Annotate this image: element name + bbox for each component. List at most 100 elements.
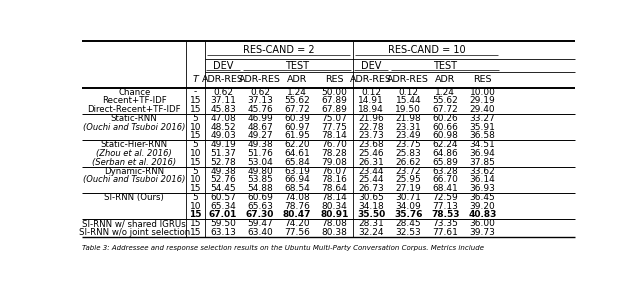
- Text: Recent+TF-IDF: Recent+TF-IDF: [102, 96, 166, 105]
- Text: 78.14: 78.14: [321, 193, 347, 202]
- Text: 59.50: 59.50: [210, 219, 236, 228]
- Text: 52.76: 52.76: [211, 175, 236, 184]
- Text: 35.76: 35.76: [394, 211, 422, 220]
- Text: 15: 15: [189, 131, 201, 140]
- Text: 23.31: 23.31: [396, 123, 421, 132]
- Text: 61.95: 61.95: [284, 131, 310, 140]
- Text: 37.85: 37.85: [470, 158, 495, 167]
- Text: 28.45: 28.45: [396, 219, 421, 228]
- Text: 15: 15: [189, 211, 202, 220]
- Text: 40.83: 40.83: [468, 211, 497, 220]
- Text: DEV: DEV: [361, 61, 381, 70]
- Text: 21.96: 21.96: [358, 114, 384, 123]
- Text: 36.93: 36.93: [470, 184, 495, 193]
- Text: 26.73: 26.73: [358, 184, 384, 193]
- Text: 23.44: 23.44: [358, 166, 384, 175]
- Text: T: T: [193, 75, 198, 84]
- Text: 59.47: 59.47: [247, 219, 273, 228]
- Text: 78.16: 78.16: [321, 175, 347, 184]
- Text: RES: RES: [325, 75, 344, 84]
- Text: 39.20: 39.20: [470, 202, 495, 211]
- Text: TEST: TEST: [433, 61, 458, 70]
- Text: SI-RNN w/o joint selection: SI-RNN w/o joint selection: [79, 228, 190, 237]
- Text: 25.46: 25.46: [358, 149, 384, 158]
- Text: 37.11: 37.11: [210, 96, 236, 105]
- Text: Chance: Chance: [118, 88, 150, 97]
- Text: 67.72: 67.72: [433, 105, 458, 114]
- Text: 78.28: 78.28: [321, 149, 347, 158]
- Text: 37.13: 37.13: [247, 96, 273, 105]
- Text: 52.78: 52.78: [211, 158, 236, 167]
- Text: 68.41: 68.41: [433, 184, 458, 193]
- Text: 60.39: 60.39: [284, 114, 310, 123]
- Text: 0.62: 0.62: [213, 88, 233, 97]
- Text: 49.38: 49.38: [247, 140, 273, 149]
- Text: 72.59: 72.59: [433, 193, 458, 202]
- Text: 30.71: 30.71: [396, 193, 421, 202]
- Text: 67.30: 67.30: [246, 211, 275, 220]
- Text: 0.62: 0.62: [250, 88, 270, 97]
- Text: 25.44: 25.44: [358, 175, 384, 184]
- Text: 65.63: 65.63: [247, 202, 273, 211]
- Text: 10: 10: [189, 149, 201, 158]
- Text: 77.13: 77.13: [433, 202, 458, 211]
- Text: 23.75: 23.75: [396, 140, 421, 149]
- Text: 78.08: 78.08: [321, 219, 347, 228]
- Text: 15: 15: [189, 219, 201, 228]
- Text: 63.13: 63.13: [210, 228, 236, 237]
- Text: 10: 10: [189, 123, 201, 132]
- Text: 5: 5: [193, 193, 198, 202]
- Text: 67.89: 67.89: [321, 96, 347, 105]
- Text: 64.86: 64.86: [433, 149, 458, 158]
- Text: 80.91: 80.91: [320, 211, 348, 220]
- Text: SI-RNN (Ours): SI-RNN (Ours): [104, 193, 164, 202]
- Text: 78.64: 78.64: [321, 184, 347, 193]
- Text: 62.24: 62.24: [433, 140, 458, 149]
- Text: 73.35: 73.35: [433, 219, 458, 228]
- Text: 23.73: 23.73: [358, 131, 384, 140]
- Text: ADR-RES: ADR-RES: [387, 75, 429, 84]
- Text: 15: 15: [189, 184, 201, 193]
- Text: 68.54: 68.54: [284, 184, 310, 193]
- Text: 74.08: 74.08: [284, 193, 310, 202]
- Text: 47.08: 47.08: [211, 114, 236, 123]
- Text: 15.44: 15.44: [396, 96, 421, 105]
- Text: Dynamic-RNN: Dynamic-RNN: [104, 166, 164, 175]
- Text: 49.03: 49.03: [211, 131, 236, 140]
- Text: (Ouchi and Tsuboi 2016): (Ouchi and Tsuboi 2016): [83, 175, 186, 184]
- Text: 60.97: 60.97: [284, 123, 310, 132]
- Text: 53.04: 53.04: [247, 158, 273, 167]
- Text: Table 3: Addressee and response selection results on the Ubuntu Multi-Party Conv: Table 3: Addressee and response selectio…: [83, 245, 484, 251]
- Text: 65.84: 65.84: [284, 158, 310, 167]
- Text: 74.20: 74.20: [284, 219, 310, 228]
- Text: 54.45: 54.45: [211, 184, 236, 193]
- Text: Direct-Recent+TF-IDF: Direct-Recent+TF-IDF: [88, 105, 181, 114]
- Text: 50.00: 50.00: [321, 88, 347, 97]
- Text: RES-CAND = 2: RES-CAND = 2: [243, 45, 314, 55]
- Text: 21.98: 21.98: [396, 114, 421, 123]
- Text: 1.24: 1.24: [435, 88, 455, 97]
- Text: 79.08: 79.08: [321, 158, 347, 167]
- Text: 34.09: 34.09: [396, 202, 421, 211]
- Text: 23.72: 23.72: [396, 166, 421, 175]
- Text: 15: 15: [189, 105, 201, 114]
- Text: 49.38: 49.38: [211, 166, 236, 175]
- Text: 19.50: 19.50: [396, 105, 421, 114]
- Text: 25.95: 25.95: [396, 175, 421, 184]
- Text: ADR-RES: ADR-RES: [239, 75, 281, 84]
- Text: 55.62: 55.62: [284, 96, 310, 105]
- Text: 5: 5: [193, 140, 198, 149]
- Text: 46.99: 46.99: [247, 114, 273, 123]
- Text: 35.91: 35.91: [470, 123, 495, 132]
- Text: 64.61: 64.61: [284, 149, 310, 158]
- Text: 65.34: 65.34: [211, 202, 236, 211]
- Text: 66.94: 66.94: [284, 175, 310, 184]
- Text: 63.19: 63.19: [284, 166, 310, 175]
- Text: 77.75: 77.75: [321, 123, 347, 132]
- Text: 66.70: 66.70: [433, 175, 458, 184]
- Text: 75.07: 75.07: [321, 114, 347, 123]
- Text: 32.24: 32.24: [358, 228, 384, 237]
- Text: 10: 10: [189, 202, 201, 211]
- Text: 60.69: 60.69: [247, 193, 273, 202]
- Text: 10: 10: [189, 175, 201, 184]
